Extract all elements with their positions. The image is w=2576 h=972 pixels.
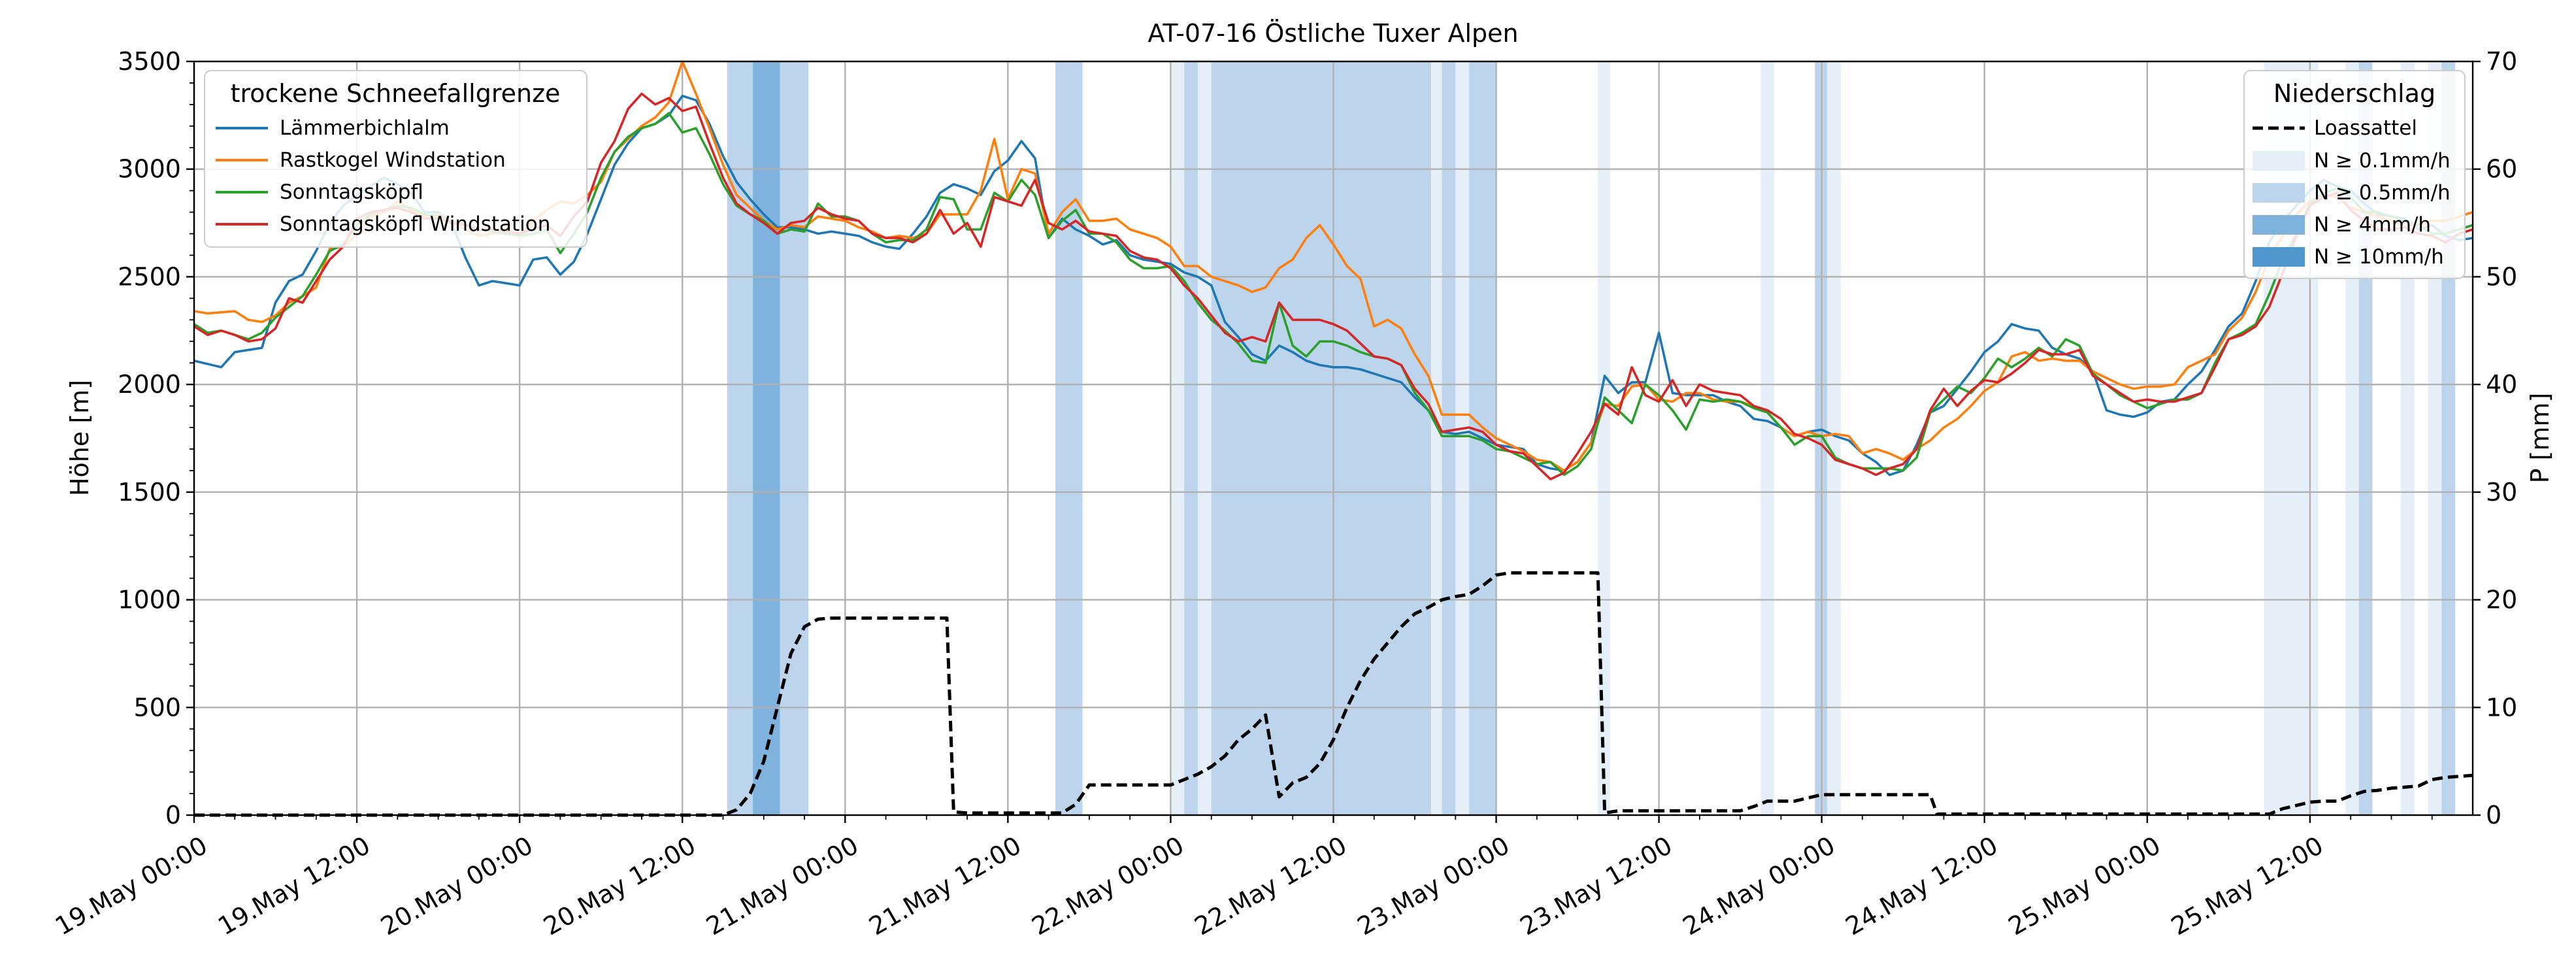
y-tick-label-left-4: 2000 bbox=[118, 370, 181, 399]
legend-label-loassattel: Loassattel bbox=[2314, 116, 2417, 140]
precip-band-1 bbox=[753, 61, 780, 815]
precip-band-12 bbox=[1598, 61, 1610, 815]
legend-right-title: Niederschlag bbox=[2273, 79, 2436, 108]
precip-band-7 bbox=[1211, 61, 1431, 815]
legend-swatch-precip-2 bbox=[2253, 215, 2305, 235]
precip-band-5 bbox=[1184, 61, 1198, 815]
y-tick-label-right-6: 60 bbox=[2486, 155, 2517, 184]
legend-left: trockene Schneefallgrenze Lämmerbichlalm… bbox=[204, 70, 587, 248]
legend-label-precip-0: N ≥ 0.1mm/h bbox=[2314, 149, 2451, 173]
series-line-loassattel bbox=[194, 571, 2473, 817]
y-tick-label-left-5: 2500 bbox=[118, 262, 181, 291]
y-tick-label-right-3: 30 bbox=[2486, 478, 2517, 507]
y-tick-label-right-0: 0 bbox=[2486, 801, 2502, 830]
precip-band-8 bbox=[1430, 61, 1442, 815]
y-tick-label-right-7: 70 bbox=[2486, 47, 2517, 76]
legend-swatch-precip-0 bbox=[2253, 151, 2305, 171]
precip-band-6 bbox=[1197, 61, 1212, 815]
y-axis-label-right: P [mm] bbox=[2526, 393, 2554, 484]
y-tick-label-left-3: 1500 bbox=[118, 478, 181, 507]
y-tick-label-left-1: 500 bbox=[133, 693, 181, 722]
y-tick-label-left-2: 1000 bbox=[118, 586, 181, 614]
legend-swatch-precip-3 bbox=[2253, 247, 2305, 267]
precip-band-0 bbox=[727, 61, 753, 815]
legend-label-precip-1: N ≥ 0.5mm/h bbox=[2314, 181, 2451, 205]
legend-label-sonntagsk-pfl-windstation: Sonntagsköpfl Windstation bbox=[280, 212, 550, 236]
legend-right: Niederschlag Loassattel N ≥ 0.1mm/h N ≥ 0… bbox=[2243, 70, 2466, 279]
y-axis-label-left: Höhe [m] bbox=[65, 380, 94, 496]
legend-label-precip-2: N ≥ 4mm/h bbox=[2314, 213, 2431, 237]
legend-label-l-mmerbichlalm: Lämmerbichlalm bbox=[280, 116, 450, 140]
y-tick-label-right-4: 40 bbox=[2486, 370, 2517, 399]
precip-band-10 bbox=[1455, 61, 1470, 815]
y-tick-label-left-7: 3500 bbox=[118, 47, 181, 76]
legend-label-precip-3: N ≥ 10mm/h bbox=[2314, 245, 2444, 269]
series-line-l-mmerbichlalm bbox=[193, 94, 2473, 477]
precip-band-9 bbox=[1442, 61, 1456, 815]
legend-left-box bbox=[204, 70, 587, 248]
precip-band-15 bbox=[1827, 61, 1841, 815]
precip-band-3 bbox=[1055, 61, 1083, 815]
y-tick-label-left-0: 0 bbox=[165, 801, 181, 830]
chart-title: AT-07-16 Östliche Tuxer Alpen bbox=[1148, 19, 1518, 48]
legend-label-rastkogel-windstation: Rastkogel Windstation bbox=[280, 148, 506, 172]
legend-left-title: trockene Schneefallgrenze bbox=[231, 79, 561, 108]
legend-label-sonntagsk-pfl: Sonntagsköpfl bbox=[280, 180, 423, 204]
precip-band-4 bbox=[1170, 61, 1185, 815]
y-tick-label-right-5: 50 bbox=[2486, 262, 2517, 291]
y-tick-label-left-6: 3000 bbox=[118, 155, 181, 184]
y-tick-label-right-2: 20 bbox=[2486, 586, 2517, 614]
precip-band-13 bbox=[1760, 61, 1775, 815]
legend-swatch-precip-1 bbox=[2253, 183, 2305, 203]
y-tick-label-right-1: 10 bbox=[2486, 693, 2517, 722]
precip-band-2 bbox=[780, 61, 809, 815]
